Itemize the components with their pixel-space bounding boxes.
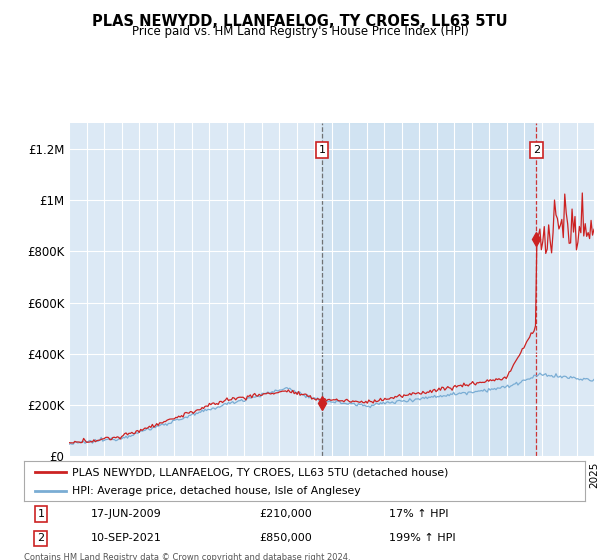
Text: 1: 1 bbox=[37, 509, 44, 519]
Text: £210,000: £210,000 bbox=[260, 509, 313, 519]
Text: £850,000: £850,000 bbox=[260, 534, 313, 543]
Text: 17% ↑ HPI: 17% ↑ HPI bbox=[389, 509, 448, 519]
Bar bbox=[322, 123, 536, 456]
Text: 17-JUN-2009: 17-JUN-2009 bbox=[91, 509, 162, 519]
Text: 2: 2 bbox=[37, 534, 44, 543]
Text: PLAS NEWYDD, LLANFAELOG, TY CROES, LL63 5TU: PLAS NEWYDD, LLANFAELOG, TY CROES, LL63 … bbox=[92, 14, 508, 29]
Text: HPI: Average price, detached house, Isle of Anglesey: HPI: Average price, detached house, Isle… bbox=[71, 486, 361, 496]
Text: 199% ↑ HPI: 199% ↑ HPI bbox=[389, 534, 455, 543]
Text: Price paid vs. HM Land Registry's House Price Index (HPI): Price paid vs. HM Land Registry's House … bbox=[131, 25, 469, 38]
Text: PLAS NEWYDD, LLANFAELOG, TY CROES, LL63 5TU (detached house): PLAS NEWYDD, LLANFAELOG, TY CROES, LL63 … bbox=[71, 467, 448, 477]
Text: Contains HM Land Registry data © Crown copyright and database right 2024.
This d: Contains HM Land Registry data © Crown c… bbox=[24, 553, 350, 560]
Text: 10-SEP-2021: 10-SEP-2021 bbox=[91, 534, 162, 543]
Text: 1: 1 bbox=[319, 145, 326, 155]
Text: 2: 2 bbox=[533, 145, 540, 155]
